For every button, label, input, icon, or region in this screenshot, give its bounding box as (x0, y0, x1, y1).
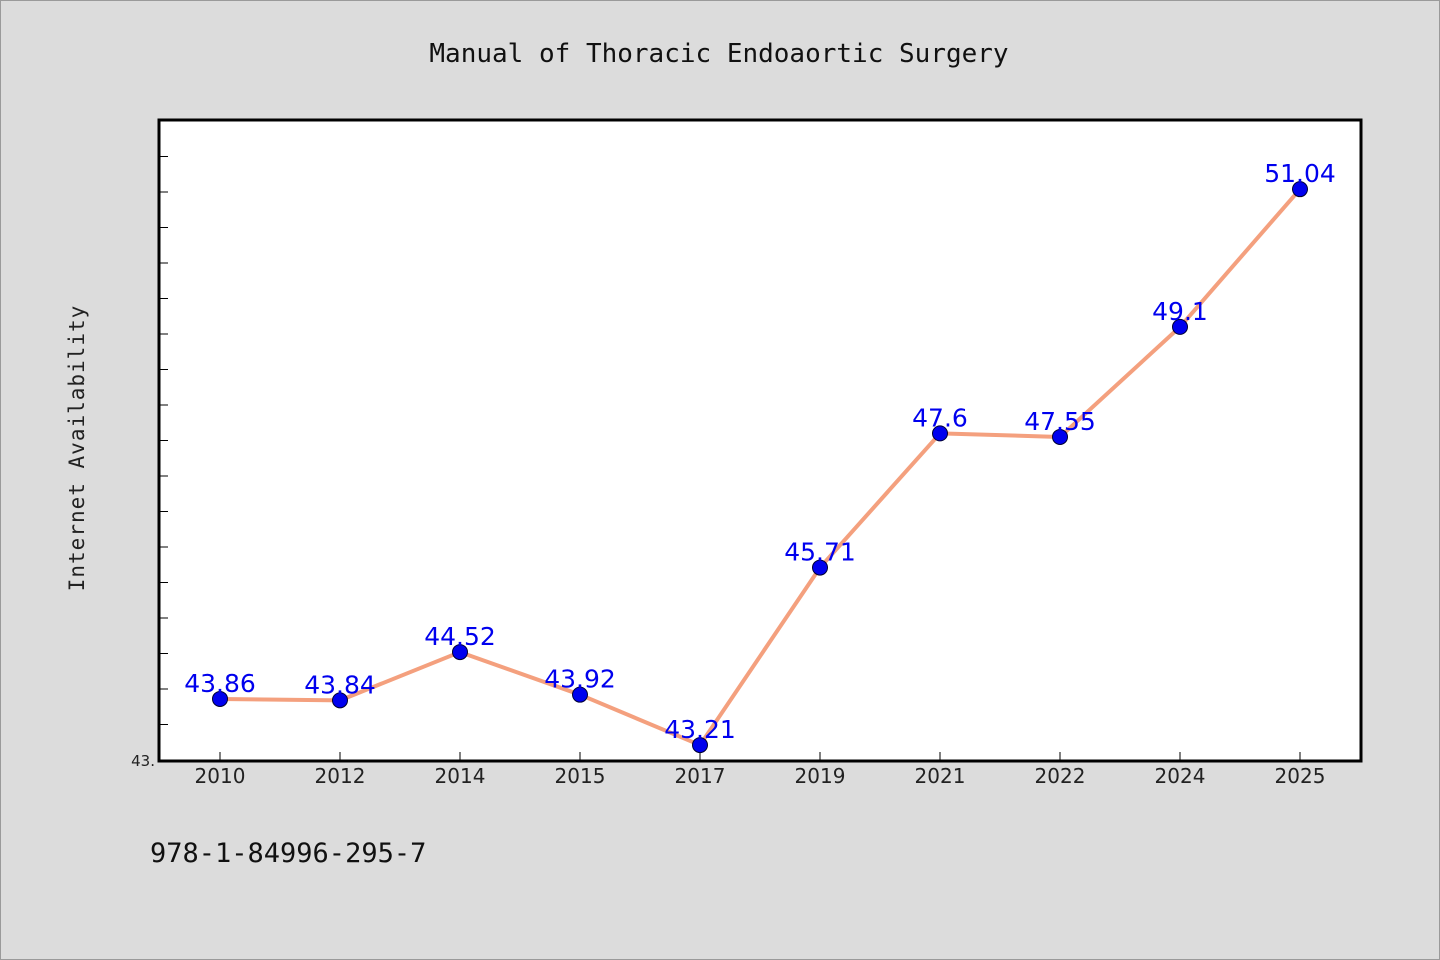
x-tick-label: 2014 (435, 764, 486, 788)
data-point (1292, 181, 1308, 198)
data-point (452, 644, 468, 661)
x-tick-label: 2017 (675, 764, 726, 788)
series-line (218, 187, 1302, 748)
data-label: 44.52 (424, 622, 496, 651)
data-label: 47.55 (1024, 407, 1096, 436)
x-tick-label: 2012 (315, 764, 366, 788)
series-line-group (212, 181, 1308, 754)
plot-area (157, 118, 1363, 763)
data-label: 45.71 (784, 538, 856, 567)
y-minor-ticks (160, 156, 168, 725)
x-tick-label: 2021 (915, 764, 966, 788)
data-label: 47.6 (912, 403, 968, 432)
x-tick-label: 2025 (1275, 764, 1326, 788)
chart-title: Manual of Thoracic Endoaortic Surgery (429, 39, 1008, 69)
data-point (572, 686, 588, 703)
data-point (332, 692, 348, 709)
x-axis-ticks: 2010 2012 2014 2015 2017 2019 2021 2022 2024 2025 (195, 752, 1326, 788)
x-tick-label: 2024 (1155, 764, 1206, 788)
data-labels: 43.86 43.84 44.52 43.92 43.21 45.71 47.6 47.55 4… (184, 159, 1336, 744)
data-label: 43.92 (544, 665, 616, 694)
x-tick-label: 2019 (795, 764, 846, 788)
x-tick-label: 2022 (1035, 764, 1086, 788)
isbn-footer: 978-1-84996-295-7 (150, 838, 426, 869)
data-label: 43.21 (664, 715, 736, 744)
data-label: 43.84 (304, 670, 376, 699)
data-point (1052, 428, 1068, 445)
data-point (812, 559, 828, 576)
y-axis-label: Internet Availability (65, 305, 89, 592)
data-point (212, 690, 228, 707)
data-label: 43.86 (184, 669, 256, 698)
x-tick-label: 2010 (195, 764, 246, 788)
y-tick-label: 43. (131, 752, 155, 770)
data-point (1172, 318, 1188, 335)
data-label: 49.1 (1152, 297, 1208, 326)
x-tick-label: 2015 (555, 764, 606, 788)
data-label: 51.04 (1264, 159, 1336, 188)
data-point (692, 737, 708, 754)
data-point (932, 425, 948, 442)
